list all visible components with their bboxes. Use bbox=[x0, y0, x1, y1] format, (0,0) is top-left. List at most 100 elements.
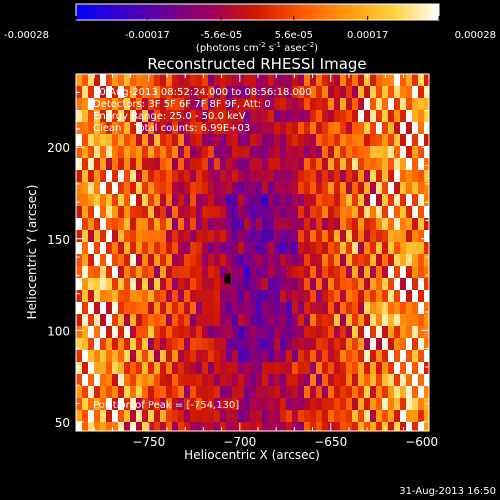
heatmap-cell bbox=[286, 158, 293, 171]
heatmap-cell bbox=[298, 242, 305, 255]
heatmap-cell bbox=[394, 422, 401, 431]
heatmap-cell bbox=[130, 134, 137, 147]
heatmap-cell bbox=[286, 134, 293, 147]
heatmap-cell bbox=[334, 182, 341, 195]
heatmap-cell bbox=[352, 74, 359, 87]
heatmap-cell bbox=[250, 98, 257, 111]
heatmap-cell bbox=[370, 338, 377, 351]
heatmap-cell bbox=[358, 302, 365, 315]
heatmap-cell bbox=[76, 302, 83, 315]
heatmap-cell bbox=[106, 242, 113, 255]
heatmap-cell bbox=[106, 194, 113, 207]
heatmap-cell bbox=[280, 254, 287, 267]
heatmap-cell bbox=[298, 326, 305, 339]
heatmap-cell bbox=[346, 194, 353, 207]
heatmap-cell bbox=[238, 338, 245, 351]
heatmap-cell bbox=[100, 110, 107, 123]
heatmap-cell bbox=[316, 74, 323, 87]
heatmap-cell bbox=[136, 350, 143, 363]
heatmap-cell bbox=[118, 182, 125, 195]
heatmap-cell bbox=[196, 182, 203, 195]
heatmap-cell bbox=[280, 74, 287, 87]
heatmap-cell bbox=[364, 218, 371, 231]
heatmap-cell bbox=[370, 266, 377, 279]
heatmap-cell bbox=[424, 266, 429, 279]
heatmap-cell bbox=[346, 74, 353, 87]
heatmap-cell bbox=[280, 242, 287, 255]
heatmap-cell bbox=[364, 290, 371, 303]
heatmap-cell bbox=[370, 350, 377, 363]
heatmap-cell bbox=[292, 74, 299, 87]
heatmap-cell bbox=[112, 350, 119, 363]
heatmap-cell bbox=[184, 290, 191, 303]
heatmap-cell bbox=[148, 362, 155, 375]
heatmap-cell bbox=[310, 218, 317, 231]
heatmap-cell bbox=[382, 146, 389, 159]
heatmap-cell bbox=[256, 206, 263, 219]
heatmap-cell bbox=[94, 266, 101, 279]
heatmap-cell bbox=[94, 122, 101, 135]
heatmap-cell bbox=[106, 350, 113, 363]
heatmap-cell bbox=[148, 146, 155, 159]
heatmap-cell bbox=[238, 350, 245, 363]
heatmap-cell bbox=[190, 170, 197, 183]
heatmap-cell bbox=[124, 218, 131, 231]
heatmap-cell bbox=[352, 386, 359, 399]
heatmap-cell bbox=[364, 182, 371, 195]
heatmap-cell bbox=[256, 278, 263, 291]
heatmap-cell bbox=[346, 98, 353, 111]
heatmap-cell bbox=[406, 194, 413, 207]
heatmap-cell bbox=[400, 290, 407, 303]
heatmap-cell bbox=[298, 74, 305, 87]
heatmap-cell bbox=[244, 338, 251, 351]
heatmap-cell bbox=[220, 122, 227, 135]
heatmap-cell bbox=[352, 230, 359, 243]
heatmap-cell bbox=[250, 170, 257, 183]
heatmap-cell bbox=[268, 326, 275, 339]
heatmap-cell bbox=[226, 74, 233, 87]
colorbar-gradient bbox=[75, 3, 440, 21]
heatmap-cell bbox=[250, 110, 257, 123]
heatmap-cell bbox=[274, 254, 281, 267]
heatmap-cell bbox=[292, 146, 299, 159]
heatmap-cell bbox=[208, 350, 215, 363]
heatmap-cell bbox=[286, 326, 293, 339]
heatmap-cell bbox=[400, 206, 407, 219]
heatmap-cell bbox=[292, 374, 299, 387]
heatmap-cell bbox=[274, 362, 281, 375]
heatmap-cell bbox=[298, 194, 305, 207]
heatmap-cell bbox=[346, 338, 353, 351]
x-axis-label: Heliocentric X (arcsec) bbox=[184, 448, 320, 462]
heatmap-cell bbox=[256, 422, 263, 431]
heatmap-cell bbox=[118, 302, 125, 315]
heatmap-cell bbox=[88, 314, 95, 327]
heatmap-cell bbox=[388, 278, 395, 291]
heatmap-cell bbox=[400, 170, 407, 183]
heatmap-cell bbox=[376, 218, 383, 231]
heatmap-cell bbox=[106, 86, 113, 99]
heatmap-cell bbox=[310, 410, 317, 423]
heatmap-cell bbox=[394, 146, 401, 159]
heatmap-cell bbox=[178, 218, 185, 231]
heatmap-cell bbox=[244, 314, 251, 327]
heatmap-cell bbox=[340, 218, 347, 231]
heatmap-cell bbox=[292, 98, 299, 111]
heatmap-cell bbox=[322, 74, 329, 87]
heatmap-cell bbox=[280, 350, 287, 363]
heatmap-cell bbox=[154, 338, 161, 351]
heatmap-cell bbox=[226, 122, 233, 135]
heatmap-cell bbox=[322, 110, 329, 123]
heatmap-cell bbox=[238, 242, 245, 255]
heatmap-cell bbox=[184, 242, 191, 255]
heatmap-cell bbox=[100, 86, 107, 99]
heatmap-cell bbox=[166, 410, 173, 423]
heatmap-cell bbox=[370, 158, 377, 171]
heatmap-cell bbox=[316, 338, 323, 351]
heatmap-cell bbox=[202, 122, 209, 135]
heatmap-cell bbox=[142, 314, 149, 327]
heatmap-cell bbox=[352, 146, 359, 159]
chart-title: Reconstructed RHESSI Image bbox=[147, 55, 366, 73]
heatmap-cell bbox=[370, 278, 377, 291]
heatmap-cell bbox=[124, 386, 131, 399]
heatmap-cell bbox=[340, 326, 347, 339]
